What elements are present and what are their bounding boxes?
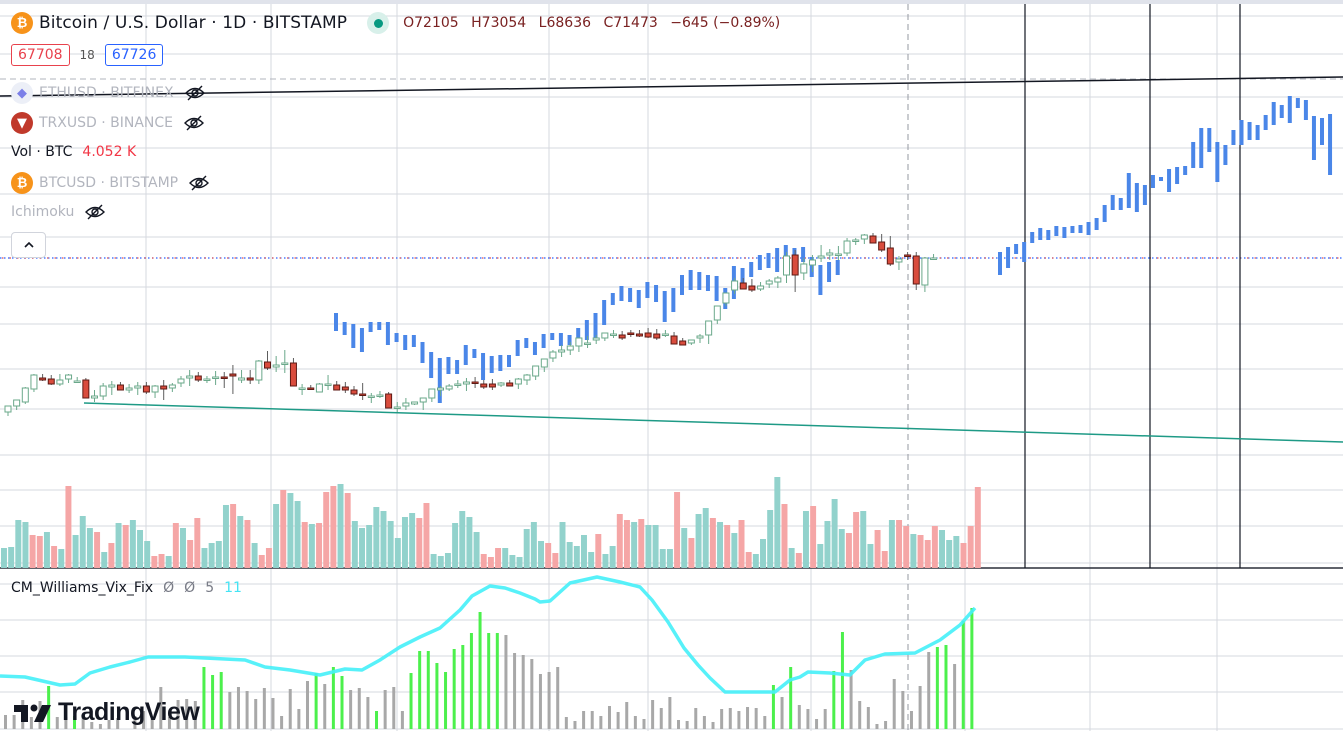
- legend-btcusd[interactable]: ₿ BTCUSD · BITSTAMP: [11, 172, 210, 194]
- trendlines[interactable]: [0, 76, 1343, 443]
- eye-off-icon[interactable]: [188, 175, 210, 191]
- market-open-status-icon[interactable]: [367, 12, 390, 34]
- ethereum-icon: ◆: [11, 82, 33, 104]
- legend-ichimoku-label: Ichimoku: [11, 204, 75, 220]
- spread-value: 18: [79, 48, 95, 62]
- indicator-param-2: Ø: [184, 580, 196, 596]
- indicator-param-3: 5: [205, 580, 215, 596]
- vix-fix-pane: [0, 575, 977, 729]
- legend-trxusd[interactable]: ▼ TRXUSD · BINANCE: [11, 112, 205, 134]
- volume-value: 4.052 K: [82, 144, 137, 160]
- high-value: H73054: [471, 15, 527, 31]
- chevron-up-icon: [23, 241, 34, 248]
- close-value: C71473: [603, 15, 658, 31]
- overlay-symbol-bars: [334, 96, 1333, 403]
- legend-trxusd-label: TRXUSD · BINANCE: [39, 115, 174, 131]
- eye-off-icon[interactable]: [184, 85, 206, 101]
- buy-button[interactable]: 67726: [104, 44, 164, 66]
- top-border: [0, 0, 1343, 4]
- legend-ichimoku[interactable]: Ichimoku: [11, 204, 106, 220]
- change-value: −645 (−0.89%): [670, 15, 781, 31]
- legend-ethusd-label: ETHUSD · BITFINEX: [39, 85, 174, 101]
- bitcoin-icon: ₿: [11, 172, 33, 194]
- low-value: L68636: [538, 15, 592, 31]
- symbol-legend[interactable]: ₿ Bitcoin / U.S. Dollar · 1D · BITSTAMP …: [11, 12, 780, 34]
- ohlc-values: O72105 H73054 L68636 C71473 −645 (−0.89%…: [403, 15, 780, 31]
- volume-bars: [1, 477, 981, 568]
- eye-off-icon[interactable]: [183, 115, 205, 131]
- tradingview-logo-icon: [14, 704, 51, 722]
- bitcoin-icon: ₿: [11, 12, 33, 34]
- collapse-legend-button[interactable]: [11, 232, 46, 258]
- volume-label: Vol · BTC: [11, 144, 73, 160]
- eye-off-icon[interactable]: [84, 204, 106, 220]
- legend-volume[interactable]: Vol · BTC 4.052 K: [11, 144, 136, 160]
- indicator-name: CM_Williams_Vix_Fix: [11, 580, 154, 596]
- indicator-param-1: Ø: [163, 580, 175, 596]
- tradingview-logo[interactable]: TradingView: [14, 698, 200, 727]
- candlesticks: [4, 233, 938, 416]
- trade-buttons: 67708 18 67726: [11, 44, 164, 66]
- legend-btcusd-label: BTCUSD · BITSTAMP: [39, 175, 179, 191]
- indicator-param-4: 11: [224, 580, 242, 596]
- sell-button[interactable]: 67708: [11, 44, 70, 66]
- legend-ethusd[interactable]: ◆ ETHUSD · BITFINEX: [11, 82, 206, 104]
- open-value: O72105: [403, 15, 459, 31]
- tron-icon: ▼: [11, 112, 33, 134]
- tradingview-wordmark: TradingView: [58, 698, 200, 726]
- symbol-title[interactable]: Bitcoin / U.S. Dollar · 1D · BITSTAMP: [39, 13, 348, 33]
- guide-lines: [0, 4, 1343, 731]
- vix-fix-legend[interactable]: CM_Williams_Vix_Fix Ø Ø 5 11: [11, 580, 242, 596]
